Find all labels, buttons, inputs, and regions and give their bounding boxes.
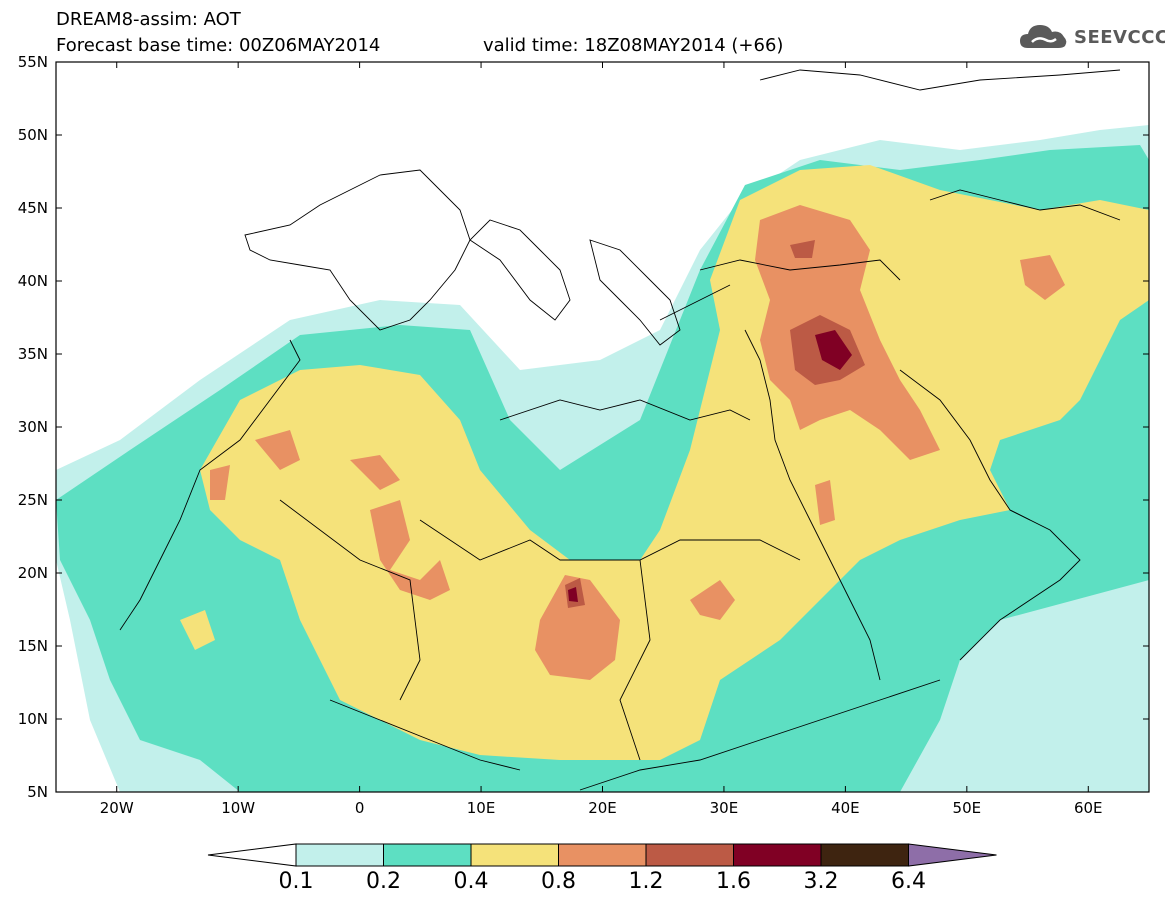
lat-tick-label: 35N	[17, 345, 48, 363]
aot-band-0.8-chad	[535, 575, 620, 680]
logo-text: SEEVCCC	[1074, 26, 1165, 48]
lat-tick-label: 55N	[17, 53, 48, 71]
colorbar-segment	[645, 843, 734, 867]
lon-tick-label: 10W	[221, 799, 256, 817]
aot-band-0.4-west	[180, 610, 215, 650]
colorbar-segment	[820, 843, 909, 867]
seevccc-logo: SEEVCCC	[1018, 20, 1165, 54]
colorbar-label: 0.4	[453, 869, 489, 894]
lon-tick-label: 30E	[709, 799, 739, 817]
aot-band-1.6	[568, 330, 852, 602]
lon-tick-label: 20E	[588, 799, 617, 817]
lat-tick-label: 30N	[17, 418, 48, 436]
colorbar-segment	[383, 843, 472, 867]
lon-tick-label: 10E	[466, 799, 496, 817]
colorbar	[207, 843, 997, 867]
colorbar-label: 0.1	[278, 869, 314, 894]
lon-tick-label: 60E	[1073, 799, 1103, 817]
coastlines	[119, 69, 1121, 791]
lat-tick-label: 20N	[17, 564, 48, 582]
lat-tick-label: 40N	[17, 272, 48, 290]
lon-tick-label: 0	[354, 799, 365, 817]
lon-tick-label: 50E	[952, 799, 982, 817]
colorbar-segment	[470, 843, 559, 867]
colorbar-under-arrow	[207, 843, 297, 867]
lon-tick-label: 20W	[99, 799, 134, 817]
colorbar-label: 1.6	[716, 869, 751, 894]
aot-band-0.8-sahara	[210, 430, 450, 600]
aot-band-0.4	[200, 165, 1149, 760]
chart-title: DREAM8-assim: AOT	[56, 9, 241, 30]
lat-tick-label: 15N	[17, 637, 48, 655]
lat-tick-label: 10N	[17, 710, 48, 728]
colorbar-segment	[558, 843, 647, 867]
lon-tick-label: 40E	[831, 799, 860, 817]
forecast-base-time: Forecast base time: 00Z06MAY2014	[56, 35, 381, 56]
valid-time: valid time: 18Z08MAY2014 (+66)	[483, 35, 784, 56]
colorbar-label: 3.2	[803, 869, 839, 894]
lat-tick-label: 5N	[27, 783, 48, 801]
colorbar-segment	[733, 843, 822, 867]
colorbar-segment	[295, 843, 384, 867]
lat-tick-label: 45N	[17, 199, 48, 217]
colorbar-label: 1.2	[628, 869, 664, 894]
colorbar-over-arrow	[908, 843, 997, 867]
colorbar-label: 0.2	[366, 869, 401, 894]
lat-tick-label: 50N	[17, 126, 48, 144]
colorbar-label: 0.8	[541, 869, 576, 894]
lat-tick-label: 25N	[17, 491, 48, 509]
cloud-icon	[1020, 25, 1067, 48]
colorbar-label: 6.4	[891, 869, 926, 894]
